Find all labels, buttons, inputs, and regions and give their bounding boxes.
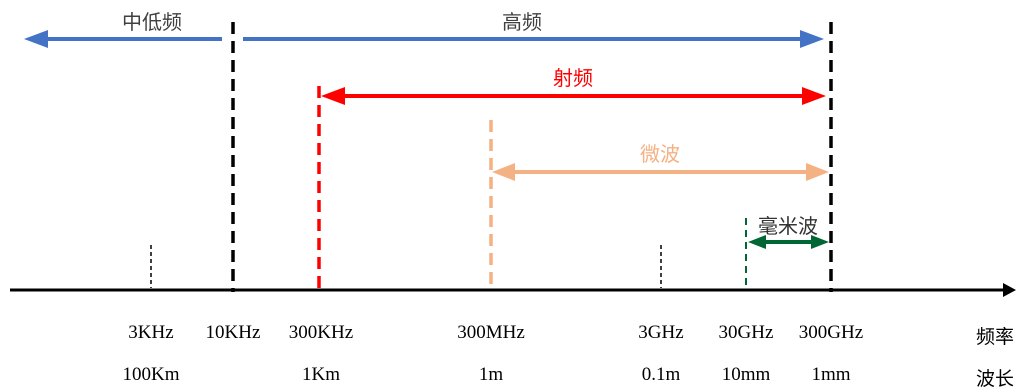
band-label-high: 高频 — [502, 6, 542, 35]
freq-label: 300MHz — [457, 322, 525, 344]
freq-label: 30GHz — [719, 322, 774, 344]
wave-label: 1mm — [811, 364, 850, 386]
axis-frequency-label: 频率 — [976, 322, 1014, 349]
wave-label: 10mm — [722, 364, 771, 386]
wave-label: 0.1m — [642, 364, 681, 386]
axis-wavelength-label: 波长 — [976, 364, 1014, 391]
band-label-rf: 射频 — [553, 62, 593, 91]
rf-arrowhead-left — [321, 87, 345, 105]
freq-label: 10KHz — [206, 322, 261, 344]
microwave-arrowhead-right — [806, 163, 829, 181]
wave-label: 1Km — [302, 364, 340, 386]
band-label-microwave: 微波 — [640, 138, 680, 167]
wave-label: 100Km — [123, 364, 180, 386]
low-mid-arrowhead — [24, 30, 48, 48]
freq-label: 3GHz — [638, 322, 683, 344]
band-label-low-mid: 中低频 — [122, 6, 182, 35]
wave-label: 1m — [479, 364, 503, 386]
freq-label: 300KHz — [289, 322, 353, 344]
axis-arrowhead — [1003, 283, 1016, 297]
rf-arrowhead-right — [802, 87, 826, 105]
microwave-arrowhead-left — [492, 163, 515, 181]
freq-label: 300GHz — [799, 322, 863, 344]
high-arrowhead — [800, 30, 824, 48]
band-label-mmwave: 毫米波 — [758, 210, 818, 239]
freq-label: 3KHz — [128, 322, 173, 344]
